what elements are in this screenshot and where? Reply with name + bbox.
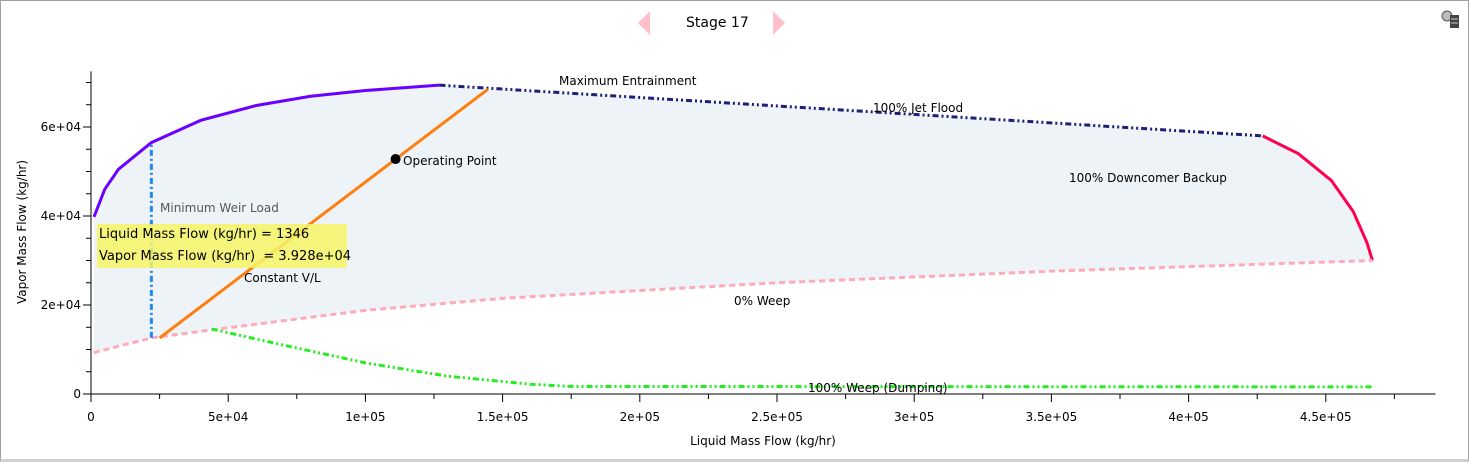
x-tick-label: 2e+05 — [620, 410, 660, 424]
series-label-min-weir-load: Minimum Weir Load — [160, 201, 279, 215]
x-axis-label: Liquid Mass Flow (kg/hr) — [690, 434, 836, 448]
prev-stage-button[interactable] — [638, 11, 650, 35]
series-line-100-downcomer-backup — [1262, 134, 1374, 261]
series-line-100-weep-dumping- — [211, 327, 1373, 389]
series-label-weep: 0% Weep — [734, 294, 790, 308]
x-tick-label: 5e+04 — [208, 410, 248, 424]
series-line-maximum-entrainment — [92, 83, 440, 218]
series-label-downcomer-backup: 100% Downcomer Backup — [1069, 171, 1227, 185]
operating-point-marker[interactable] — [390, 154, 401, 165]
magnifier-list-icon[interactable] — [1441, 10, 1459, 28]
x-tick-label: 3e+05 — [894, 410, 934, 424]
series-label-maximum-entrainment: Maximum Entrainment — [559, 74, 697, 88]
x-tick-label: 2.5e+05 — [751, 410, 803, 424]
stage-label: Stage 17 — [686, 15, 749, 31]
x-tick-label: 1e+05 — [345, 410, 385, 424]
y-tick-label: 0 — [73, 387, 81, 401]
feasible-region — [93, 85, 1373, 353]
series-label-jet-flood: 100% Jet Flood — [873, 101, 963, 115]
series-line-100-jet-flood — [439, 83, 1263, 138]
x-tick-label: 1.5e+05 — [477, 410, 529, 424]
x-tick-label: 4.5e+05 — [1300, 410, 1352, 424]
operating-region — [93, 85, 1373, 353]
x-tick-label: 0 — [87, 410, 95, 424]
y-tick-label: 4e+04 — [41, 209, 81, 223]
axes: 5e+04 1e+05 1.5e+05 2e+05 2.5e+05 3e+05 3.5e+0… — [41, 71, 1436, 424]
y-tick-label: 2e+04 — [41, 298, 81, 312]
y-axis-label: Vapor Mass Flow (kg/hr) — [15, 160, 29, 304]
tooltip-liquid: Liquid Mass Flow (kg/hr) = 1346 — [99, 227, 310, 242]
series-label-dumping: 100% Weep (Dumping) — [808, 381, 948, 395]
operating-point-label: Operating Point — [403, 154, 497, 168]
series-line-constant-v-l — [158, 87, 489, 340]
x-tick-label: 4e+05 — [1168, 410, 1208, 424]
series-label-constant-vl: Constant V/L — [244, 271, 321, 285]
next-stage-button[interactable] — [773, 11, 785, 35]
x-tick-label: 3.5e+05 — [1026, 410, 1078, 424]
hover-tooltip: Liquid Mass Flow (kg/hr) = 1346 Vapor Ma… — [97, 224, 352, 268]
tooltip-vapor: Vapor Mass Flow (kg/hr) = 3.928e+04 — [99, 249, 352, 264]
y-tick-label: 6e+04 — [41, 120, 81, 134]
